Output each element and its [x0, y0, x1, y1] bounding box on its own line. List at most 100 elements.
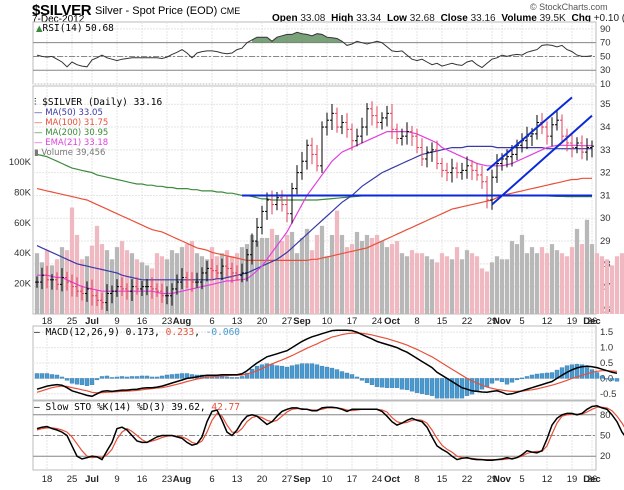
macd-histogram-bar	[509, 378, 515, 383]
price-xtick-label: 17	[347, 316, 358, 327]
chart-date: 7-Dec-2012	[32, 14, 85, 25]
macd-histogram-bar	[594, 372, 600, 379]
price-xtick-label: Aug	[173, 316, 192, 327]
rsi-line	[36, 31, 593, 69]
macd-histogram-bar	[49, 374, 55, 379]
close-value: 33.16	[470, 13, 496, 24]
price-xtick-label: Dec	[583, 316, 600, 327]
ma100-line	[36, 177, 592, 261]
trendline-channel-lower	[491, 114, 593, 206]
macd-histogram-bar	[259, 364, 265, 379]
macd-histogram-bar	[514, 378, 520, 381]
macd-histogram-bar	[144, 375, 150, 379]
volume-bar	[324, 256, 330, 314]
macd-histogram-bar	[309, 363, 315, 379]
macd-histogram-bar	[234, 377, 240, 379]
price-ytick-label: 32	[600, 168, 611, 179]
macd-histogram-bar	[39, 373, 45, 379]
sto-xtick-label: Nov	[493, 474, 512, 485]
volume-bar	[534, 253, 540, 314]
macd-histogram-bar	[99, 376, 105, 379]
macd-histogram-bar	[329, 367, 335, 379]
volume-bar	[404, 256, 410, 314]
volume-bar	[334, 210, 340, 314]
price-xtick-label: 16	[137, 316, 148, 327]
volume-bar	[329, 234, 335, 314]
volume-bar	[344, 247, 350, 314]
sto-k-line	[36, 405, 624, 462]
sto-xtick-label: 27	[282, 474, 293, 485]
macd-value: 0.173	[125, 327, 155, 338]
macd-histogram-bar	[609, 378, 615, 381]
macd-line-icon: —	[34, 327, 40, 338]
macd-histogram-bar	[279, 365, 285, 379]
macd-histogram-bar	[599, 375, 605, 379]
volume-bar	[254, 241, 260, 314]
sto-xtick-label: 19	[567, 474, 578, 485]
price-xtick-label: 27	[282, 316, 293, 327]
high-label: High	[331, 13, 354, 24]
legend-ma50: — MA(50) 33.05	[34, 108, 103, 118]
volume-bar	[204, 259, 210, 314]
sto-xtick-label: Oct	[384, 474, 401, 485]
volume-bar	[574, 228, 580, 314]
volume-bar	[459, 259, 465, 314]
volume-bar	[449, 259, 455, 314]
sto-xtick-label: Jul	[85, 474, 99, 485]
rsi-icon: ▲	[36, 24, 43, 34]
chg-label: Chg	[571, 13, 591, 24]
macd-histogram-bar	[384, 378, 390, 388]
volume-bar	[589, 244, 595, 314]
macd-histogram-bar	[414, 378, 420, 393]
macd-ytick-label: 1.5	[600, 327, 613, 338]
macd-histogram-bar	[474, 378, 480, 392]
macd-histogram-bar	[89, 378, 95, 385]
price-legend-main: ⫶ $SILVER (Daily) 33.16	[34, 98, 162, 108]
ema21-line	[37, 131, 592, 295]
price-xtick-label: 13	[232, 316, 243, 327]
legend-ma200: — MA(200) 30.95	[34, 128, 109, 138]
price-xtick-label: Sep	[293, 316, 311, 327]
volume-bar	[479, 268, 485, 314]
volume-label: Volume	[501, 13, 537, 24]
volume-bar	[294, 253, 300, 314]
macd-histogram-bar	[584, 365, 590, 379]
rsi-ytick-label: 90	[600, 24, 611, 35]
macd-histogram-bar	[349, 374, 355, 379]
macd-histogram-bar	[159, 375, 165, 379]
macd-histogram-bar	[264, 363, 270, 379]
volume-bar	[504, 259, 510, 314]
macd-histogram-bar	[134, 376, 140, 379]
price-xtick-label: 20	[257, 316, 268, 327]
volume-bar	[524, 253, 530, 314]
sto-d-value: 42.77	[211, 402, 240, 413]
macd-histogram-bar	[399, 378, 405, 390]
macd-histogram-bar	[124, 376, 130, 379]
volume-bar	[354, 231, 360, 314]
macd-ytick-label: 1.0	[600, 343, 613, 354]
volume-bar	[559, 253, 565, 314]
legend-value-ma100: 31.75	[83, 118, 109, 128]
sto-xtick-label: 12	[542, 474, 553, 485]
macd-histogram-bar	[484, 378, 490, 387]
copyright: © StockCharts.com	[530, 2, 608, 12]
macd-histogram-bar	[299, 363, 305, 379]
volume-bar	[309, 250, 315, 314]
macd-histogram-bar	[354, 376, 360, 379]
sto-xtick-label: 18	[42, 474, 53, 485]
price-xtick-label: 10	[322, 316, 333, 327]
price-xtick-label: Oct	[384, 316, 401, 327]
volume-axis-label: 60K	[14, 218, 32, 229]
legend-name-ma100: MA(100)	[45, 118, 82, 128]
macd-histogram-bar	[434, 378, 440, 399]
legend-name-ma200: MA(200)	[45, 128, 82, 138]
sto-xtick-label: 29	[487, 474, 498, 485]
volume-bar	[609, 265, 615, 314]
macd-histogram-bar	[374, 378, 380, 387]
volume-bar	[104, 250, 110, 314]
quote-bar: Open 33.08 High 33.34 Low 32.68 Close 33…	[272, 13, 624, 24]
volume-axis-label: 20K	[14, 279, 32, 290]
volume-icon: ▮	[34, 148, 39, 158]
sto-label: Slow STO %K(14) %D(3)	[45, 402, 166, 413]
macd-histogram-bar	[249, 368, 255, 379]
